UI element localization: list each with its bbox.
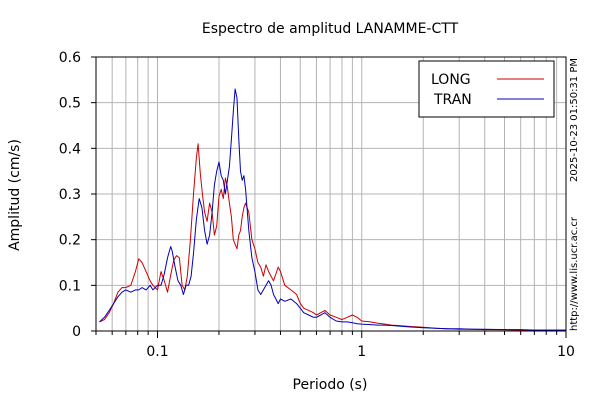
y-tick-label: 0.6 [59,50,81,66]
x-axis-label: Periodo (s) [293,377,368,393]
grid-lines [96,57,566,331]
y-tick-label: 0 [72,324,81,340]
legend-box [418,60,555,118]
axis-ticks: 0 0.1 0.2 0.3 0.4 0.5 0.6 0.1 1 10 [59,50,575,360]
x-tick-label: 10 [557,344,575,360]
y-axis-label: Amplitud (cm/s) [7,139,23,251]
chart-title: Espectro de amplitud LANAMME-CTT [202,21,459,37]
x-tick-label: 1 [357,344,366,360]
series-line-tran [99,88,566,331]
x-tick-label: 0.1 [146,344,168,360]
y-tick-label: 0.3 [59,187,81,203]
legend-label-long: LONG [431,72,471,88]
y-tick-label: 0.2 [59,233,81,249]
y-tick-label: 0.5 [59,96,81,112]
y-tick-label: 0.1 [59,278,81,294]
series-lines [99,88,566,331]
website-url-text: http://www.lis.ucr.ac.cr [569,216,580,331]
legend-label-tran: TRAN [433,92,472,108]
y-tick-label: 0.4 [59,141,81,157]
series-line-long [99,143,566,331]
timestamp-text: 2025-10-23 01:50:31 PM [569,58,580,182]
legend: LONG TRAN [418,60,555,118]
